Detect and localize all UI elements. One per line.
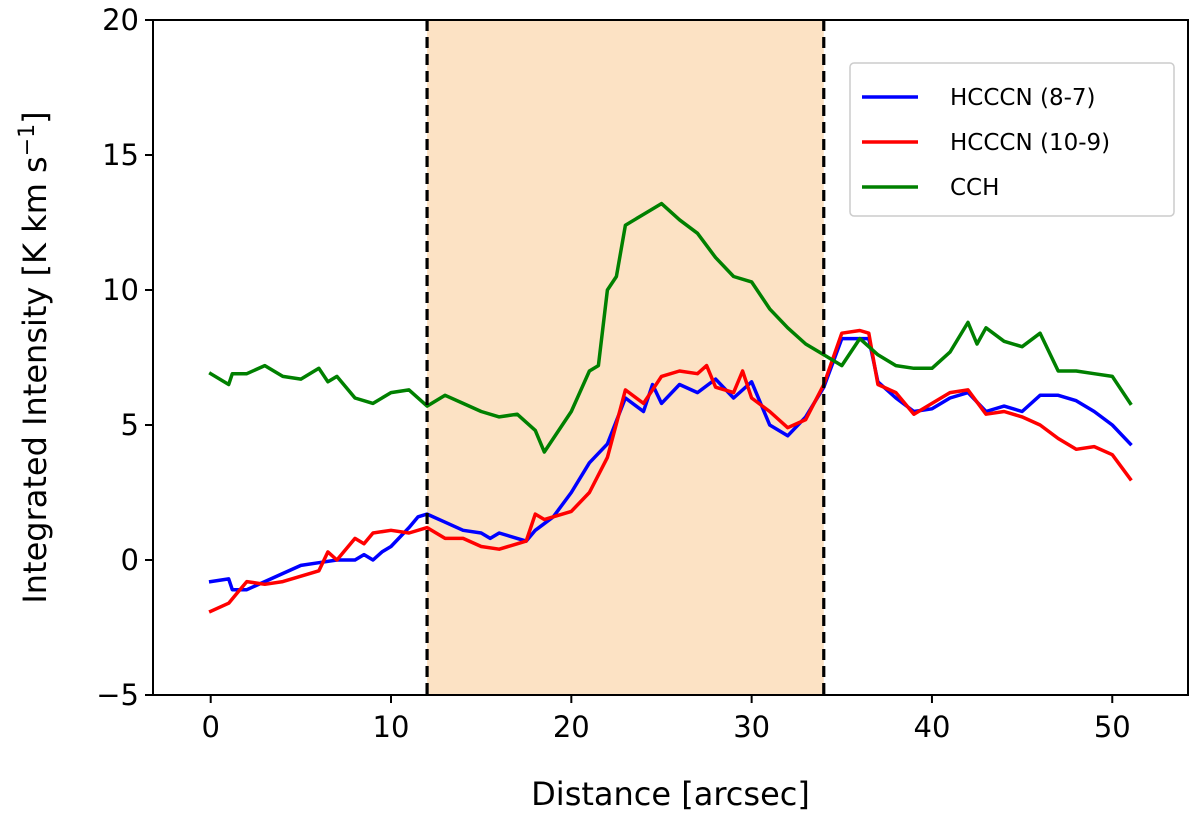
- x-tick-label: 50: [1094, 710, 1131, 744]
- x-tick-label: 30: [733, 710, 770, 744]
- series-line-1: [208, 336, 1133, 592]
- x-axis-label: Distance [arcsec]: [531, 775, 810, 813]
- series-line-3: [208, 201, 1133, 454]
- y-axis-label-superscript: −1: [15, 124, 40, 156]
- x-tick-label: 40: [914, 710, 951, 744]
- y-axis-label-main: Integrated Intensity [K km s: [16, 156, 54, 603]
- y-tick-label: −5: [96, 678, 139, 712]
- axes-frame: [152, 19, 1189, 696]
- y-tick-label: 10: [102, 273, 139, 307]
- y-axis-label: Integrated Intensity [K km s−1]: [15, 111, 55, 603]
- series-line-2: [208, 328, 1133, 614]
- y-tick-label: 20: [102, 3, 139, 37]
- y-axis-label-close: ]: [16, 111, 54, 123]
- y-tick-label: 5: [121, 408, 139, 442]
- x-tick-label: 10: [373, 710, 410, 744]
- x-tick-label: 0: [201, 710, 219, 744]
- plot-area: [208, 20, 1133, 695]
- x-tick-label: 20: [553, 710, 590, 744]
- legend-entry: HCCCN (8-7): [950, 85, 1096, 111]
- shaded-region: [427, 20, 824, 695]
- legend: HCCCN (8-7) HCCCN (10-9) CCH: [849, 62, 1175, 217]
- y-tick-label: 15: [102, 138, 139, 172]
- legend-entry: HCCCN (10-9): [950, 130, 1110, 156]
- legend-entry: CCH: [950, 175, 999, 201]
- axes: 0 10 20 30 40 50 −5 0 5 10 15 20: [96, 3, 1189, 744]
- legend-box: [849, 62, 1175, 217]
- y-tick-label: 0: [121, 543, 139, 577]
